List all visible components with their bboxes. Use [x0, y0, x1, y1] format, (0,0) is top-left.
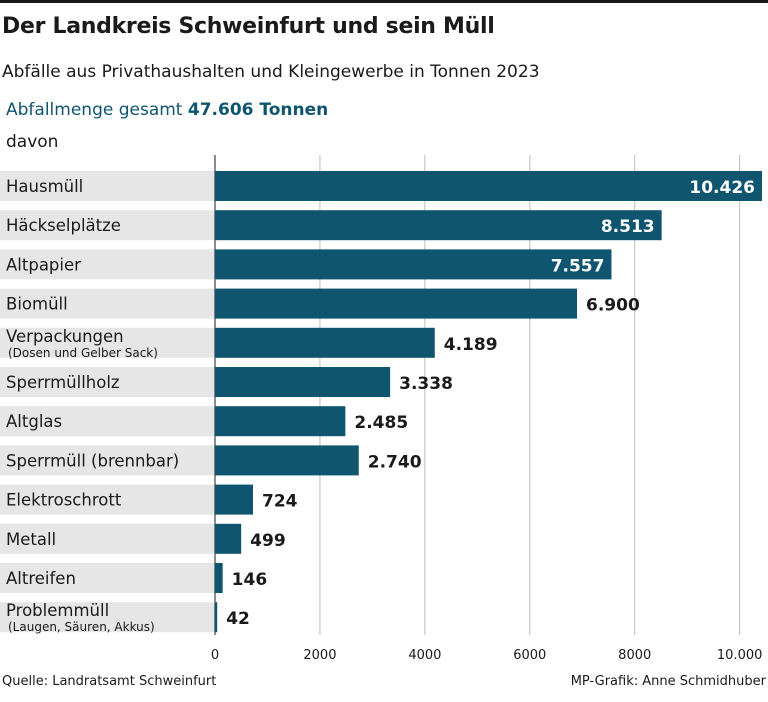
source-note: Quelle: Landratsamt Schweinfurt	[2, 674, 217, 689]
x-tick-label: 4000	[408, 648, 441, 663]
total-label: Abfallmenge gesamt	[6, 100, 183, 120]
x-tick-label: 2000	[303, 648, 336, 663]
category-label: Metall	[6, 530, 56, 549]
category-band	[0, 288, 215, 319]
total-value: 47.606 Tonnen	[187, 100, 329, 120]
bar	[215, 367, 391, 397]
category-label: Problemmüll	[6, 601, 109, 620]
value-label: 146	[232, 570, 268, 590]
value-label: 4.189	[444, 335, 498, 355]
x-tick-label: 8000	[618, 648, 651, 663]
bar	[215, 327, 435, 358]
category-band	[0, 171, 215, 201]
total-line: Abfallmenge gesamt 47.606 Tonnen	[6, 100, 328, 120]
category-sublabel: (Laugen, Säuren, Akkus)	[8, 620, 155, 634]
category-label: Altreifen	[6, 569, 76, 588]
bar	[215, 210, 662, 241]
chart-title: Der Landkreis Schweinfurt und sein Müll	[2, 14, 495, 39]
bar	[215, 563, 223, 593]
category-band	[0, 484, 215, 515]
value-label: 499	[250, 531, 286, 551]
bar	[215, 523, 242, 554]
category-band	[0, 445, 215, 476]
category-band	[0, 249, 215, 280]
category-label: Sperrmüllholz	[6, 373, 120, 392]
category-label: Häckselplätze	[6, 216, 121, 235]
top-rule	[0, 0, 768, 3]
category-label: Altglas	[6, 412, 62, 431]
category-band	[0, 327, 215, 358]
x-tick-label: 10.000	[717, 648, 763, 663]
category-band	[0, 406, 215, 437]
bar	[215, 602, 218, 633]
value-label: 10.426	[689, 178, 755, 198]
x-tick-label: 0	[211, 648, 219, 663]
bar	[215, 484, 253, 515]
value-label: 724	[262, 492, 298, 512]
value-label: 42	[226, 609, 250, 629]
value-label: 2.485	[354, 413, 408, 433]
category-label: Altpapier	[6, 255, 81, 274]
bar	[215, 171, 762, 201]
value-label: 6.900	[586, 296, 640, 316]
category-band	[0, 367, 215, 397]
bar	[215, 249, 612, 280]
davon-label: davon	[6, 132, 59, 152]
value-label: 3.338	[399, 374, 453, 394]
value-label: 7.557	[551, 256, 605, 276]
category-band	[0, 210, 215, 241]
bar	[215, 288, 578, 319]
bar	[215, 406, 346, 437]
chart-subtitle: Abfälle aus Privathaushalten und Kleinge…	[2, 62, 540, 82]
category-band	[0, 563, 215, 593]
value-label: 2.740	[368, 452, 422, 472]
category-label: Verpackungen	[6, 327, 124, 346]
bar	[215, 445, 359, 476]
category-band	[0, 523, 215, 554]
credit-note: MP-Grafik: Anne Schmidhuber	[570, 674, 766, 689]
value-label: 8.513	[601, 217, 655, 237]
category-sublabel: (Dosen und Gelber Sack)	[8, 346, 158, 360]
category-label: Biomüll	[6, 295, 68, 314]
category-label: Hausmüll	[6, 177, 83, 196]
category-band	[0, 602, 215, 633]
x-tick-label: 6000	[513, 648, 546, 663]
category-label: Elektroschrott	[6, 491, 122, 510]
category-label: Sperrmüll (brennbar)	[6, 451, 179, 470]
